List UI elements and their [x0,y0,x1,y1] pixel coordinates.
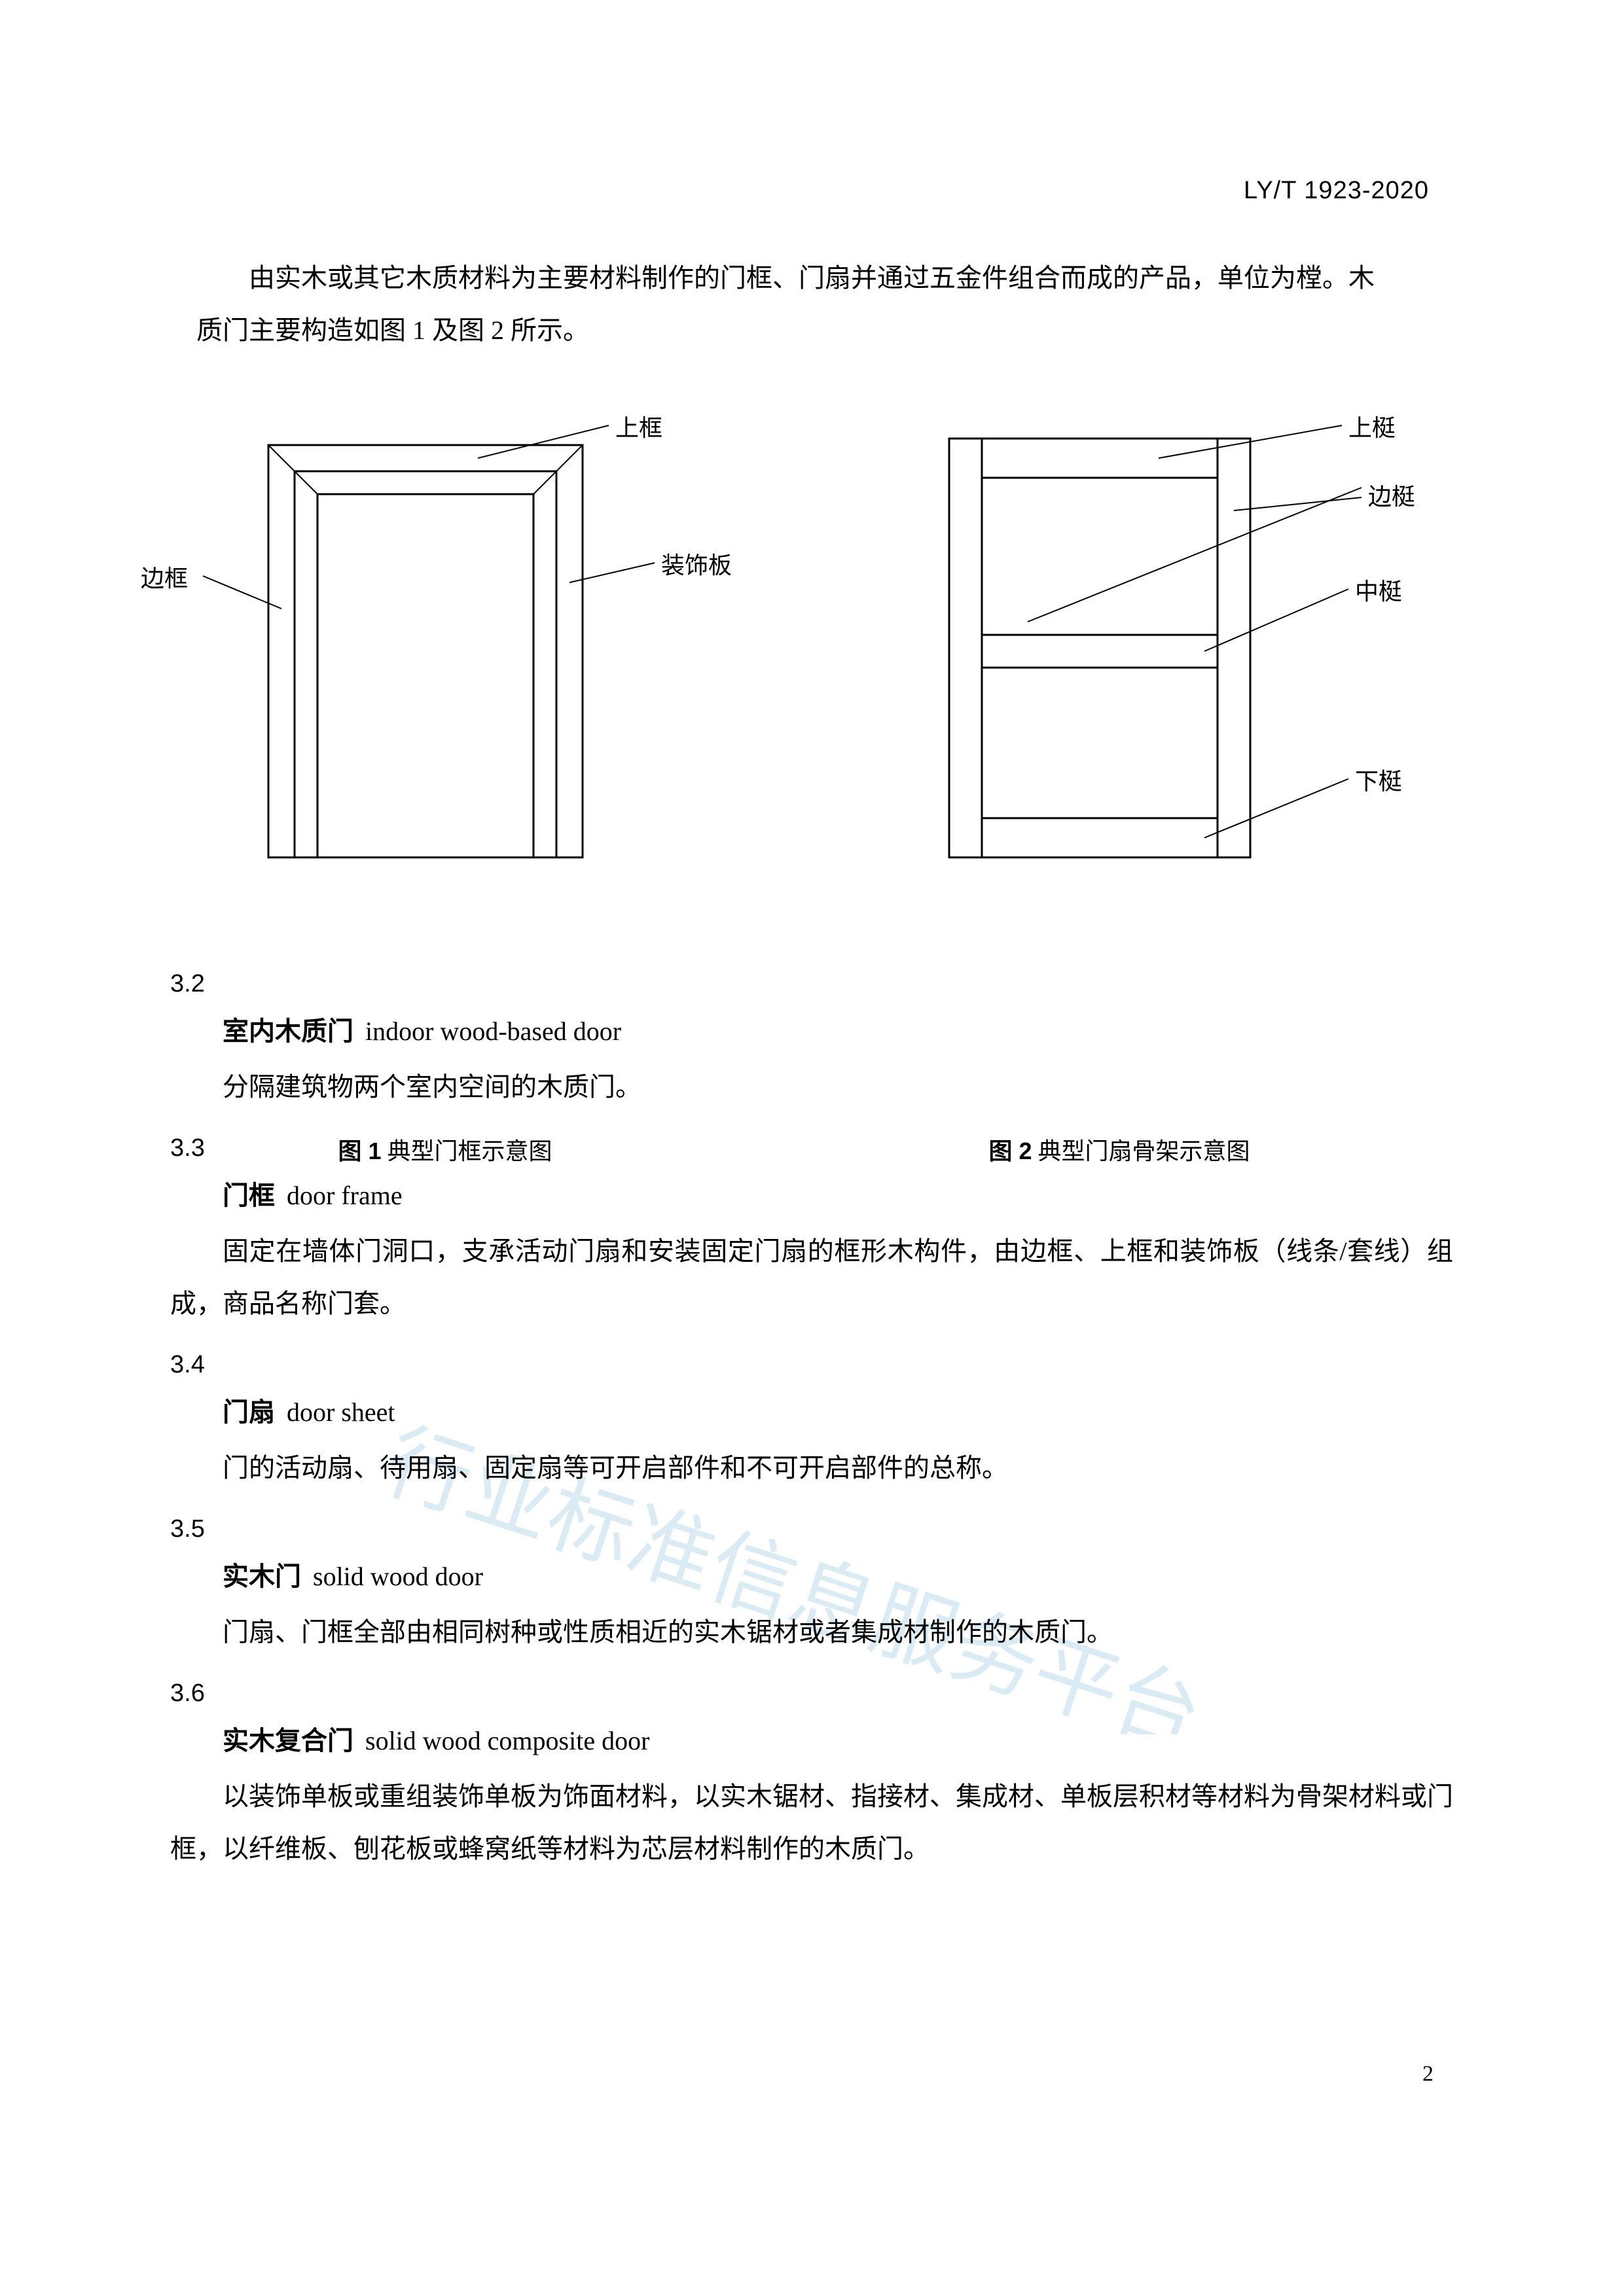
figure-1-svg [85,412,805,884]
figures-row: 上框 装饰板 边框 [85,412,1538,884]
figure-2-label-side: 边梃 [1368,478,1415,512]
term-3-3-num: 3.3 [170,1134,1453,1162]
term-3-3-title: 门框 door frame [223,1174,1453,1212]
figure-2: 上梃 边梃 中梃 下梃 [897,412,1538,884]
intro-line1: 由实木或其它木质材料为主要材料制作的门框、门扇并通过五金件组合而成的产品，单位为… [196,252,1453,304]
figure-1-label-side: 边框 [141,560,188,594]
figure-1-label-panel: 装饰板 [661,547,732,581]
intro-paragraph: 由实木或其它木质材料为主要材料制作的门框、门扇并通过五金件组合而成的产品，单位为… [196,252,1453,357]
term-3-4-def: 门的活动扇、待用扇、固定扇等可开启部件和不可开启部件的总称。 [170,1442,1453,1494]
intro-line2: 质门主要构造如图 1 及图 2 所示。 [196,304,1453,357]
term-3-5-en: solid wood door [313,1562,483,1591]
term-3-3-def: 固定在墙体门洞口，支承活动门扇和安装固定门扇的框形木构件，由边框、上框和装饰板（… [170,1225,1453,1330]
term-3-5-num: 3.5 [170,1515,1453,1543]
term-3-4-zh: 门扇 [223,1398,275,1427]
term-3-2-en: indoor wood-based door [365,1016,621,1046]
figure-1-label-top: 上框 [615,409,662,443]
figure-1: 上框 装饰板 边框 [85,412,805,884]
term-3-5-def: 门扇、门框全部由相同树种或性质相近的实木锯材或者集成材制作的木质门。 [170,1606,1453,1659]
term-3-4-title: 门扇 door sheet [223,1391,1453,1429]
term-3-6-en: solid wood composite door [365,1726,649,1755]
term-3-6-def: 以装饰单板或重组装饰单板为饰面材料，以实木锯材、指接材、集成材、单板层积材等材料… [170,1770,1453,1875]
page-number: 2 [1422,2062,1434,2087]
terms-block: 3.2 室内木质门 indoor wood-based door 分隔建筑物两个… [170,949,1453,1883]
document-code: LY/T 1923-2020 [1244,177,1429,205]
term-3-2-def: 分隔建筑物两个室内空间的木质门。 [170,1061,1453,1113]
figure-2-label-top: 上梃 [1348,409,1396,443]
figure-2-label-mid: 中梃 [1355,573,1402,607]
term-3-3-en: door frame [287,1181,403,1210]
term-3-6-zh: 实木复合门 [223,1727,353,1755]
term-3-5-title: 实木门 solid wood door [223,1555,1453,1593]
term-3-2-zh: 室内木质门 [223,1017,353,1046]
term-3-4-en: door sheet [287,1397,395,1427]
term-3-5-zh: 实木门 [223,1562,301,1591]
term-3-4-num: 3.4 [170,1351,1453,1379]
term-3-3-zh: 门框 [223,1181,275,1210]
term-3-2-title: 室内木质门 indoor wood-based door [223,1010,1453,1048]
figure-2-label-bottom: 下梃 [1355,762,1402,797]
term-3-6-title: 实木复合门 solid wood composite door [223,1719,1453,1757]
term-3-6-num: 3.6 [170,1679,1453,1708]
figure-2-svg [897,412,1538,884]
term-3-2-num: 3.2 [170,970,1453,998]
